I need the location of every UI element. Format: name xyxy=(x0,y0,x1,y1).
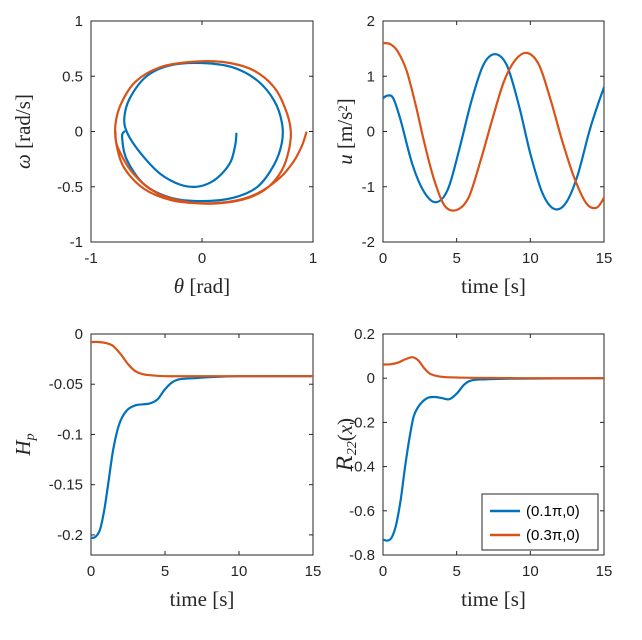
y-tick-label: 2 xyxy=(367,13,375,30)
y-tick-label: 0 xyxy=(75,124,83,141)
y-axis-label: u [m/s2] xyxy=(333,98,357,165)
y-tick-label: -0.8 xyxy=(349,547,375,564)
legend-label-1: (0.1π,0) xyxy=(526,503,580,520)
y-tick-label: -0.1 xyxy=(57,426,83,443)
y-axis-label: Hp xyxy=(11,433,38,456)
x-tick-label: 0 xyxy=(379,250,387,267)
y-tick-label: -0.2 xyxy=(349,414,375,431)
x-tick-label: 5 xyxy=(452,563,460,580)
legend-label-2: (0.3π,0) xyxy=(526,527,580,544)
x-axis-label: θ [rad] xyxy=(174,274,230,298)
y-tick-label: -1 xyxy=(362,179,375,196)
y-tick-label: 1 xyxy=(367,68,375,85)
y-tick-label: 0.5 xyxy=(62,68,83,85)
x-tick-label: 0 xyxy=(198,250,206,267)
x-tick-label: 10 xyxy=(522,563,539,580)
y-tick-label: -0.6 xyxy=(349,503,375,520)
x-tick-label: 15 xyxy=(596,250,613,267)
y-tick-label: -0.2 xyxy=(57,527,83,544)
y-tick-label: -1 xyxy=(70,234,83,251)
panel-top-right: 0 5 10 15 -2 -1 0 1 2 time [s] u [m/s2] xyxy=(333,13,612,298)
x-axis-label: time [s] xyxy=(170,587,235,611)
panel-bottom-right: 0 5 10 15 -0.8 -0.6 -0.4 -0.2 0 0.2 time [s] R22(x)… xyxy=(333,326,612,611)
legend: (0.1π,0) (0.3π,0) xyxy=(481,493,599,551)
x-tick-label: 10 xyxy=(231,563,248,580)
x-axis-label: time [s] xyxy=(461,587,526,611)
x-tick-label: 15 xyxy=(305,563,322,580)
panel-bottom-left: 0 5 10 15 -0.2 -0.15 -0.1 -0.05 0 time [s] Hp xyxy=(11,326,321,611)
series-line-2 xyxy=(383,356,604,380)
series-line-1 xyxy=(120,61,284,203)
series-line-1 xyxy=(91,375,313,540)
plot-area-frame xyxy=(90,333,314,556)
series-line-2 xyxy=(113,59,308,205)
y-tick-label: -0.15 xyxy=(49,477,83,494)
y-tick-label: -0.4 xyxy=(349,459,375,476)
y-tick-label: -0.05 xyxy=(49,376,83,393)
x-tick-label: 0 xyxy=(87,563,95,580)
x-tick-label: 1 xyxy=(309,250,317,267)
y-tick-label: -0.5 xyxy=(57,179,83,196)
x-tick-label: 0 xyxy=(379,563,387,580)
x-tick-label: -1 xyxy=(84,250,97,267)
y-tick-label: 0 xyxy=(367,370,375,387)
y-tick-label: 0 xyxy=(75,326,83,343)
y-axis-label: ω [rad/s] xyxy=(11,94,35,169)
x-tick-label: 5 xyxy=(161,563,169,580)
y-tick-label: 0 xyxy=(367,124,375,141)
x-tick-label: 5 xyxy=(452,250,460,267)
series-line-2 xyxy=(91,340,313,378)
series-line-1 xyxy=(383,53,604,211)
legend-box xyxy=(481,493,599,551)
y-tick-label: 1 xyxy=(75,13,83,30)
y-tick-label: -2 xyxy=(362,234,375,251)
y-axis-label: R22(x) xyxy=(333,418,360,472)
plot-area-frame xyxy=(382,333,605,556)
series-line-2 xyxy=(383,42,604,212)
x-tick-label: 10 xyxy=(522,250,539,267)
x-tick-label: 15 xyxy=(596,563,613,580)
y-tick-label: 0.2 xyxy=(354,326,375,343)
x-axis-label: time [s] xyxy=(461,274,526,298)
panel-top-left: -1 0 1 -1 -0.5 0 0.5 1 θ [rad] ω [rad/s] xyxy=(11,13,317,298)
series-line-1 xyxy=(383,377,604,542)
